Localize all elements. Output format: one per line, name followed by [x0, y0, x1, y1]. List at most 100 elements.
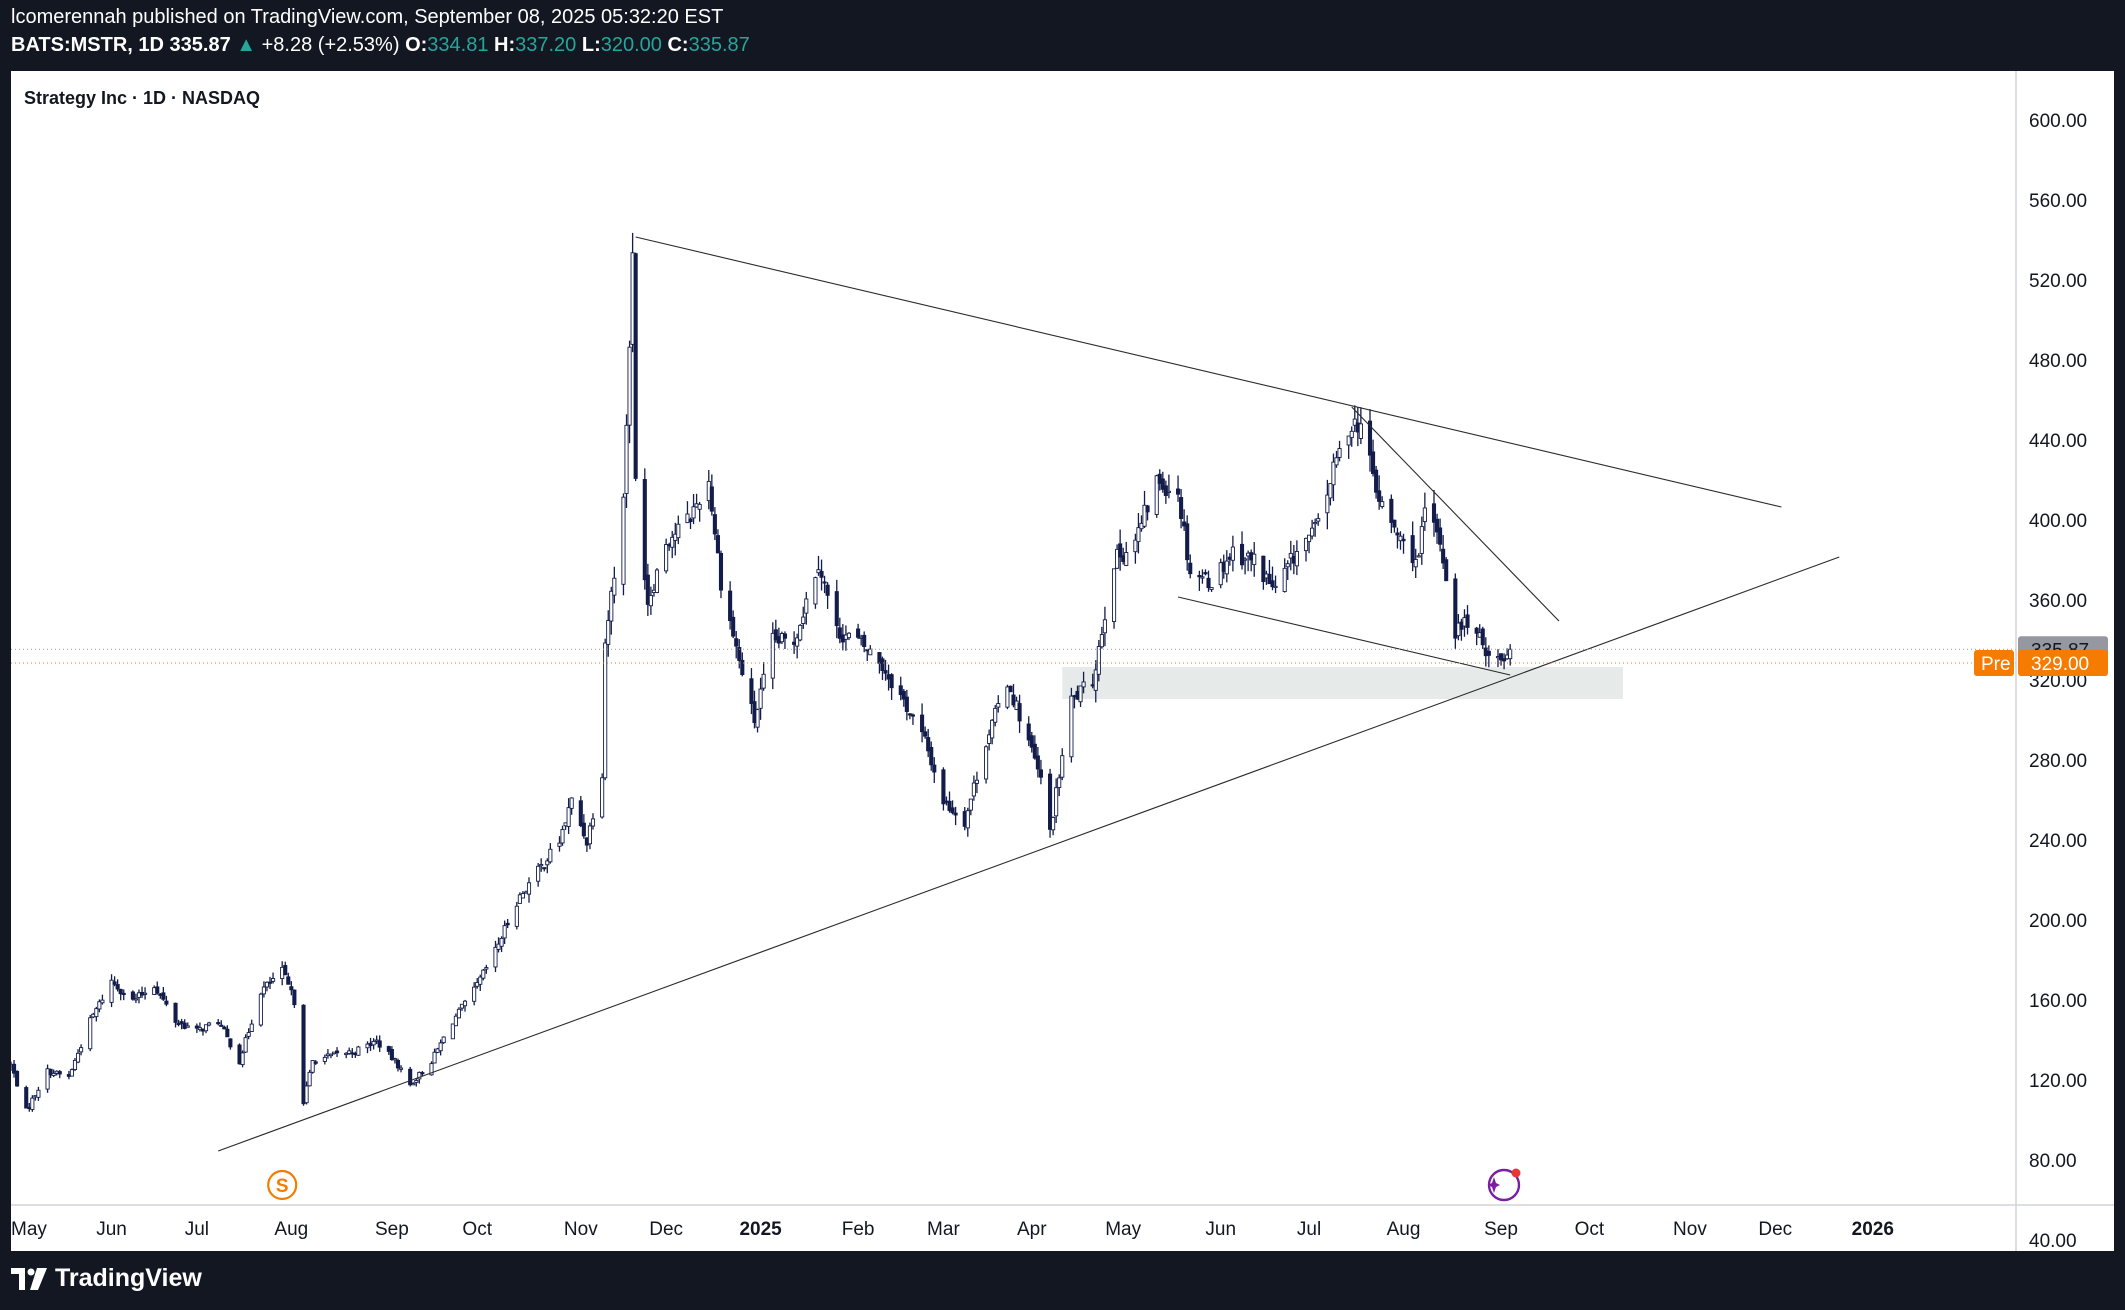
candle	[633, 252, 638, 482]
candle	[48, 1068, 53, 1079]
trendline[interactable]	[1351, 406, 1560, 622]
sparkle-event-icon[interactable]	[1487, 1168, 1521, 1202]
candle	[472, 982, 477, 1006]
trendline[interactable]	[1177, 596, 1511, 676]
y-tick-label: 320.00	[2029, 671, 2087, 692]
trendline[interactable]	[218, 556, 1840, 1152]
candle	[112, 976, 117, 987]
candle	[45, 1064, 50, 1093]
candle	[24, 1085, 29, 1109]
candle	[548, 843, 553, 864]
candle	[688, 517, 693, 529]
candle	[773, 619, 778, 643]
tradingview-logo[interactable]: TradingView	[11, 1264, 202, 1293]
candle	[645, 563, 650, 617]
candle	[228, 1038, 233, 1050]
candle	[526, 877, 532, 903]
candle	[734, 631, 739, 659]
candle	[1203, 569, 1208, 576]
candle	[1349, 426, 1354, 447]
candle	[143, 987, 148, 1000]
candle	[1145, 504, 1150, 521]
candle	[292, 989, 297, 1008]
candle	[164, 995, 169, 1007]
candle	[420, 1071, 425, 1077]
x-tick-label: Oct	[1575, 1219, 1605, 1240]
candle	[246, 1028, 251, 1040]
candle	[907, 713, 912, 720]
x-tick-label: 2025	[739, 1219, 782, 1240]
candle	[1398, 531, 1403, 550]
x-tick-label: Apr	[1017, 1219, 1047, 1240]
candle	[179, 1018, 184, 1030]
candle	[520, 891, 525, 899]
candle	[456, 1007, 461, 1019]
y-tick-label: 80.00	[2029, 1151, 2077, 1172]
candle	[283, 961, 288, 976]
candle	[868, 645, 873, 656]
candle	[926, 728, 931, 758]
candle	[813, 576, 818, 609]
candle	[974, 771, 979, 794]
candle	[676, 515, 681, 545]
candle	[1252, 542, 1257, 577]
candle	[133, 993, 138, 1004]
candle	[1029, 731, 1034, 753]
chart[interactable]: 600.00 560.00 520.00 480.00 440.00 400.00 360.…	[11, 71, 2114, 1251]
candle	[1239, 531, 1245, 570]
candle	[121, 989, 126, 1001]
x-tick-label: Dec	[1758, 1219, 1792, 1240]
candle	[846, 632, 852, 641]
candle	[356, 1045, 361, 1056]
candle	[1303, 537, 1309, 562]
candle	[1038, 759, 1043, 785]
candle	[398, 1065, 404, 1073]
candle	[648, 586, 653, 615]
y-tick-label: 200.00	[2029, 911, 2087, 932]
candle	[950, 800, 955, 815]
candle	[1261, 555, 1266, 590]
candle	[987, 729, 992, 751]
candle	[539, 858, 544, 872]
candle	[1410, 521, 1415, 572]
candle	[1160, 471, 1165, 493]
candle	[1011, 684, 1016, 708]
candle	[569, 797, 574, 815]
candle	[334, 1047, 340, 1057]
candle	[1285, 560, 1290, 580]
candle	[782, 631, 788, 650]
candle	[709, 474, 714, 516]
candle	[901, 688, 906, 707]
candle	[1334, 450, 1339, 468]
candle	[795, 633, 800, 659]
candle	[737, 639, 742, 669]
candle	[920, 703, 925, 743]
candle	[1133, 533, 1138, 564]
candle	[1316, 513, 1321, 526]
candle	[761, 662, 766, 691]
trendline[interactable]	[635, 236, 1782, 508]
x-tick-label: Mar	[927, 1219, 960, 1240]
candle	[88, 1014, 93, 1052]
candle	[1331, 453, 1336, 502]
split-event-icon[interactable]: S	[267, 1169, 298, 1201]
y-tick-label: 280.00	[2029, 751, 2087, 772]
svg-text:Pre: Pre	[1981, 654, 2011, 675]
candle	[1346, 435, 1351, 459]
candle	[685, 501, 690, 524]
candle	[536, 862, 541, 887]
candle	[609, 586, 614, 635]
candle	[1026, 716, 1031, 747]
open-value: 334.81	[427, 34, 489, 56]
last-price-value: 335.87	[169, 34, 231, 56]
candle	[731, 610, 736, 639]
candle	[261, 981, 266, 998]
candle	[130, 990, 135, 1001]
candle	[505, 918, 510, 929]
candle	[155, 981, 160, 995]
candle	[1179, 489, 1184, 529]
candle	[1380, 496, 1385, 509]
candle	[1081, 671, 1086, 694]
candle	[225, 1025, 230, 1038]
candle	[923, 726, 928, 739]
